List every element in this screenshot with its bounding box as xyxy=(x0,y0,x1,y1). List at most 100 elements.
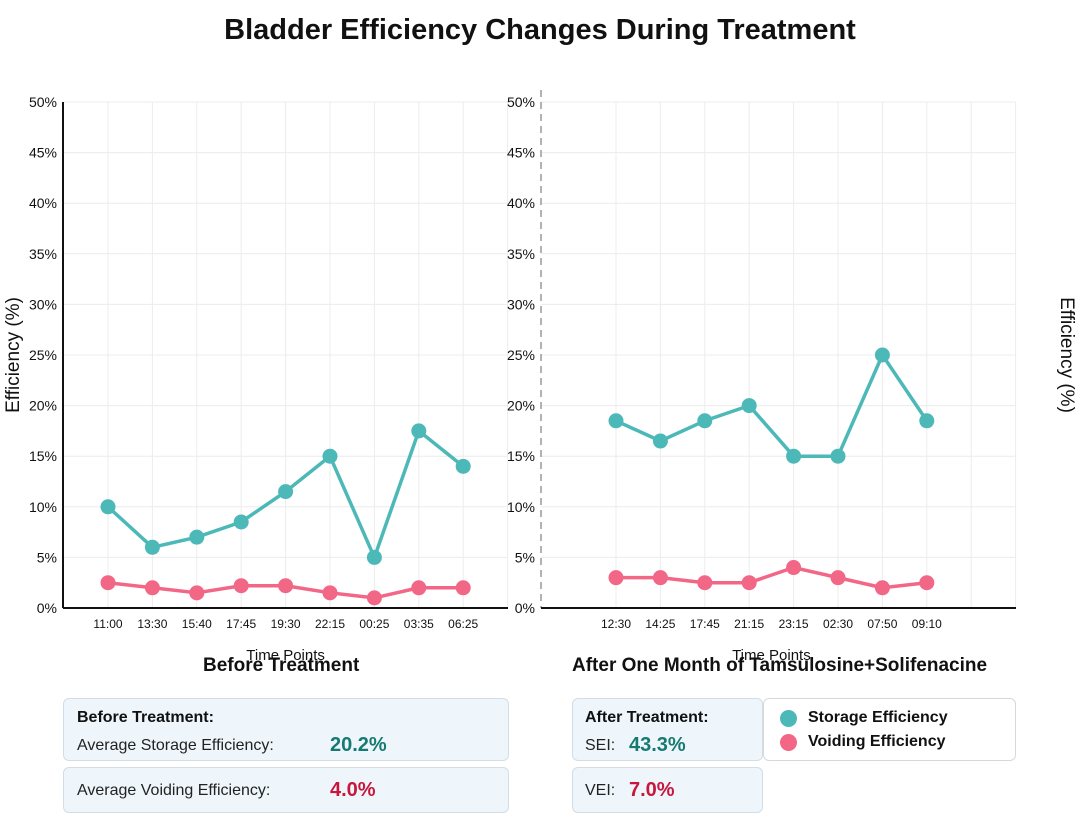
y-tick-label: 30% xyxy=(29,296,57,312)
data-point-voiding xyxy=(874,580,890,596)
data-point-voiding xyxy=(144,580,160,596)
x-tick-label: 07:50 xyxy=(867,617,897,631)
x-tick-label: 11:00 xyxy=(93,617,122,631)
data-point-storage xyxy=(697,413,713,429)
x-tick-label: 09:10 xyxy=(912,617,942,631)
y-tick-label: 50% xyxy=(507,94,535,110)
data-point-voiding xyxy=(189,585,205,601)
data-point-voiding xyxy=(455,580,471,596)
legend: Storage Efficiency Voiding Efficiency xyxy=(763,698,1016,761)
y-tick-label: 30% xyxy=(507,296,535,312)
avg-voiding-label: Average Voiding Efficiency: xyxy=(77,782,271,799)
after-vei-box: VEI: 7.0% xyxy=(572,767,763,813)
after-summary-box: After Treatment: SEI: 43.3% xyxy=(572,698,763,761)
x-tick-label: 17:45 xyxy=(226,617,256,631)
data-point-storage xyxy=(786,448,802,464)
y-tick-label: 50% xyxy=(29,94,57,110)
y-tick-label: 40% xyxy=(507,195,535,211)
data-point-storage xyxy=(874,347,890,363)
y-tick-label: 45% xyxy=(29,145,57,161)
legend-item-voiding: Voiding Efficiency xyxy=(780,731,946,753)
data-point-voiding xyxy=(322,585,338,601)
y-tick-label: 35% xyxy=(29,246,57,262)
y-tick-label: 25% xyxy=(507,347,535,363)
x-axis-label: Time Points xyxy=(732,647,811,664)
y-tick-label: 35% xyxy=(507,246,535,262)
x-tick-label: 03:35 xyxy=(404,617,434,631)
x-tick-label: 23:15 xyxy=(779,617,809,631)
vei-label: VEI: xyxy=(585,782,616,799)
y-tick-label: 0% xyxy=(37,600,57,616)
data-point-storage xyxy=(189,529,205,545)
data-point-storage xyxy=(919,413,935,429)
x-tick-label: 14:25 xyxy=(645,617,675,631)
data-point-storage xyxy=(233,514,249,530)
series-line-storage xyxy=(615,353,929,458)
legend-marker-voiding xyxy=(780,733,797,751)
y-tick-label: 20% xyxy=(507,398,535,414)
data-point-voiding xyxy=(608,570,624,586)
data-point-storage xyxy=(741,398,757,414)
y-tick-label: 0% xyxy=(515,600,535,616)
y-tick-label: 20% xyxy=(29,398,57,414)
y-tick-label: 40% xyxy=(29,195,57,211)
data-point-voiding xyxy=(233,578,249,594)
x-tick-label: 00:25 xyxy=(359,617,389,631)
data-point-storage xyxy=(144,539,160,555)
avg-storage-label: Average Storage Efficiency: xyxy=(77,737,274,754)
data-point-storage xyxy=(455,458,471,474)
x-tick-label: 12:30 xyxy=(601,617,631,631)
y-axis-label-right: Efficiency (%) xyxy=(1056,297,1077,413)
y-tick-label: 25% xyxy=(29,347,57,363)
legend-marker-storage xyxy=(780,709,797,727)
y-tick-label: 5% xyxy=(515,549,535,565)
chart-title: Bladder Efficiency Changes During Treatm… xyxy=(224,14,856,46)
data-point-voiding xyxy=(830,570,846,586)
x-tick-label: 06:25 xyxy=(448,617,478,631)
data-point-storage xyxy=(652,433,668,449)
data-point-voiding xyxy=(697,575,713,591)
before-voiding-box: Average Voiding Efficiency: 4.0% xyxy=(63,767,509,813)
data-point-voiding xyxy=(100,575,116,591)
vei-value: 7.0% xyxy=(629,779,675,801)
data-point-voiding xyxy=(741,575,757,591)
y-tick-label: 15% xyxy=(29,448,57,464)
x-tick-label: 15:40 xyxy=(182,617,212,631)
y-tick-label: 45% xyxy=(507,145,535,161)
sei-label: SEI: xyxy=(585,737,616,754)
data-point-storage xyxy=(608,413,624,429)
data-point-storage xyxy=(322,448,338,464)
x-axis-label: Time Points xyxy=(246,647,325,664)
x-tick-label: 22:15 xyxy=(315,617,345,631)
data-point-storage xyxy=(830,448,846,464)
sei-value: 43.3% xyxy=(629,734,686,756)
y-tick-label: 5% xyxy=(37,549,57,565)
data-point-voiding xyxy=(411,580,427,596)
x-tick-label: 21:15 xyxy=(734,617,764,631)
data-point-voiding xyxy=(652,570,668,586)
data-point-storage xyxy=(278,484,294,500)
avg-storage-value: 20.2% xyxy=(330,734,387,756)
after-summary-header: After Treatment: xyxy=(585,709,709,726)
x-tick-label: 13:30 xyxy=(137,617,167,631)
panel-title-after: After One Month of Tamsulosine+Solifenac… xyxy=(572,655,988,676)
data-point-voiding xyxy=(278,578,294,594)
x-tick-label: 19:30 xyxy=(271,617,301,631)
x-tick-label: 02:30 xyxy=(823,617,853,631)
y-tick-label: 10% xyxy=(507,499,535,515)
x-tick-label: 17:45 xyxy=(690,617,720,631)
before-summary-box: Before Treatment: Average Storage Effici… xyxy=(63,698,509,761)
legend-item-storage: Storage Efficiency xyxy=(780,707,948,729)
avg-voiding-value: 4.0% xyxy=(330,779,376,801)
legend-label-voiding: Voiding Efficiency xyxy=(808,733,946,750)
data-point-storage xyxy=(411,423,427,439)
y-tick-label: 15% xyxy=(507,448,535,464)
data-point-voiding xyxy=(919,575,935,591)
panel-title-before: Before Treatment xyxy=(203,655,360,676)
data-point-voiding xyxy=(366,590,382,606)
data-point-storage xyxy=(366,549,382,565)
data-point-voiding xyxy=(786,560,802,576)
data-point-storage xyxy=(100,499,116,515)
